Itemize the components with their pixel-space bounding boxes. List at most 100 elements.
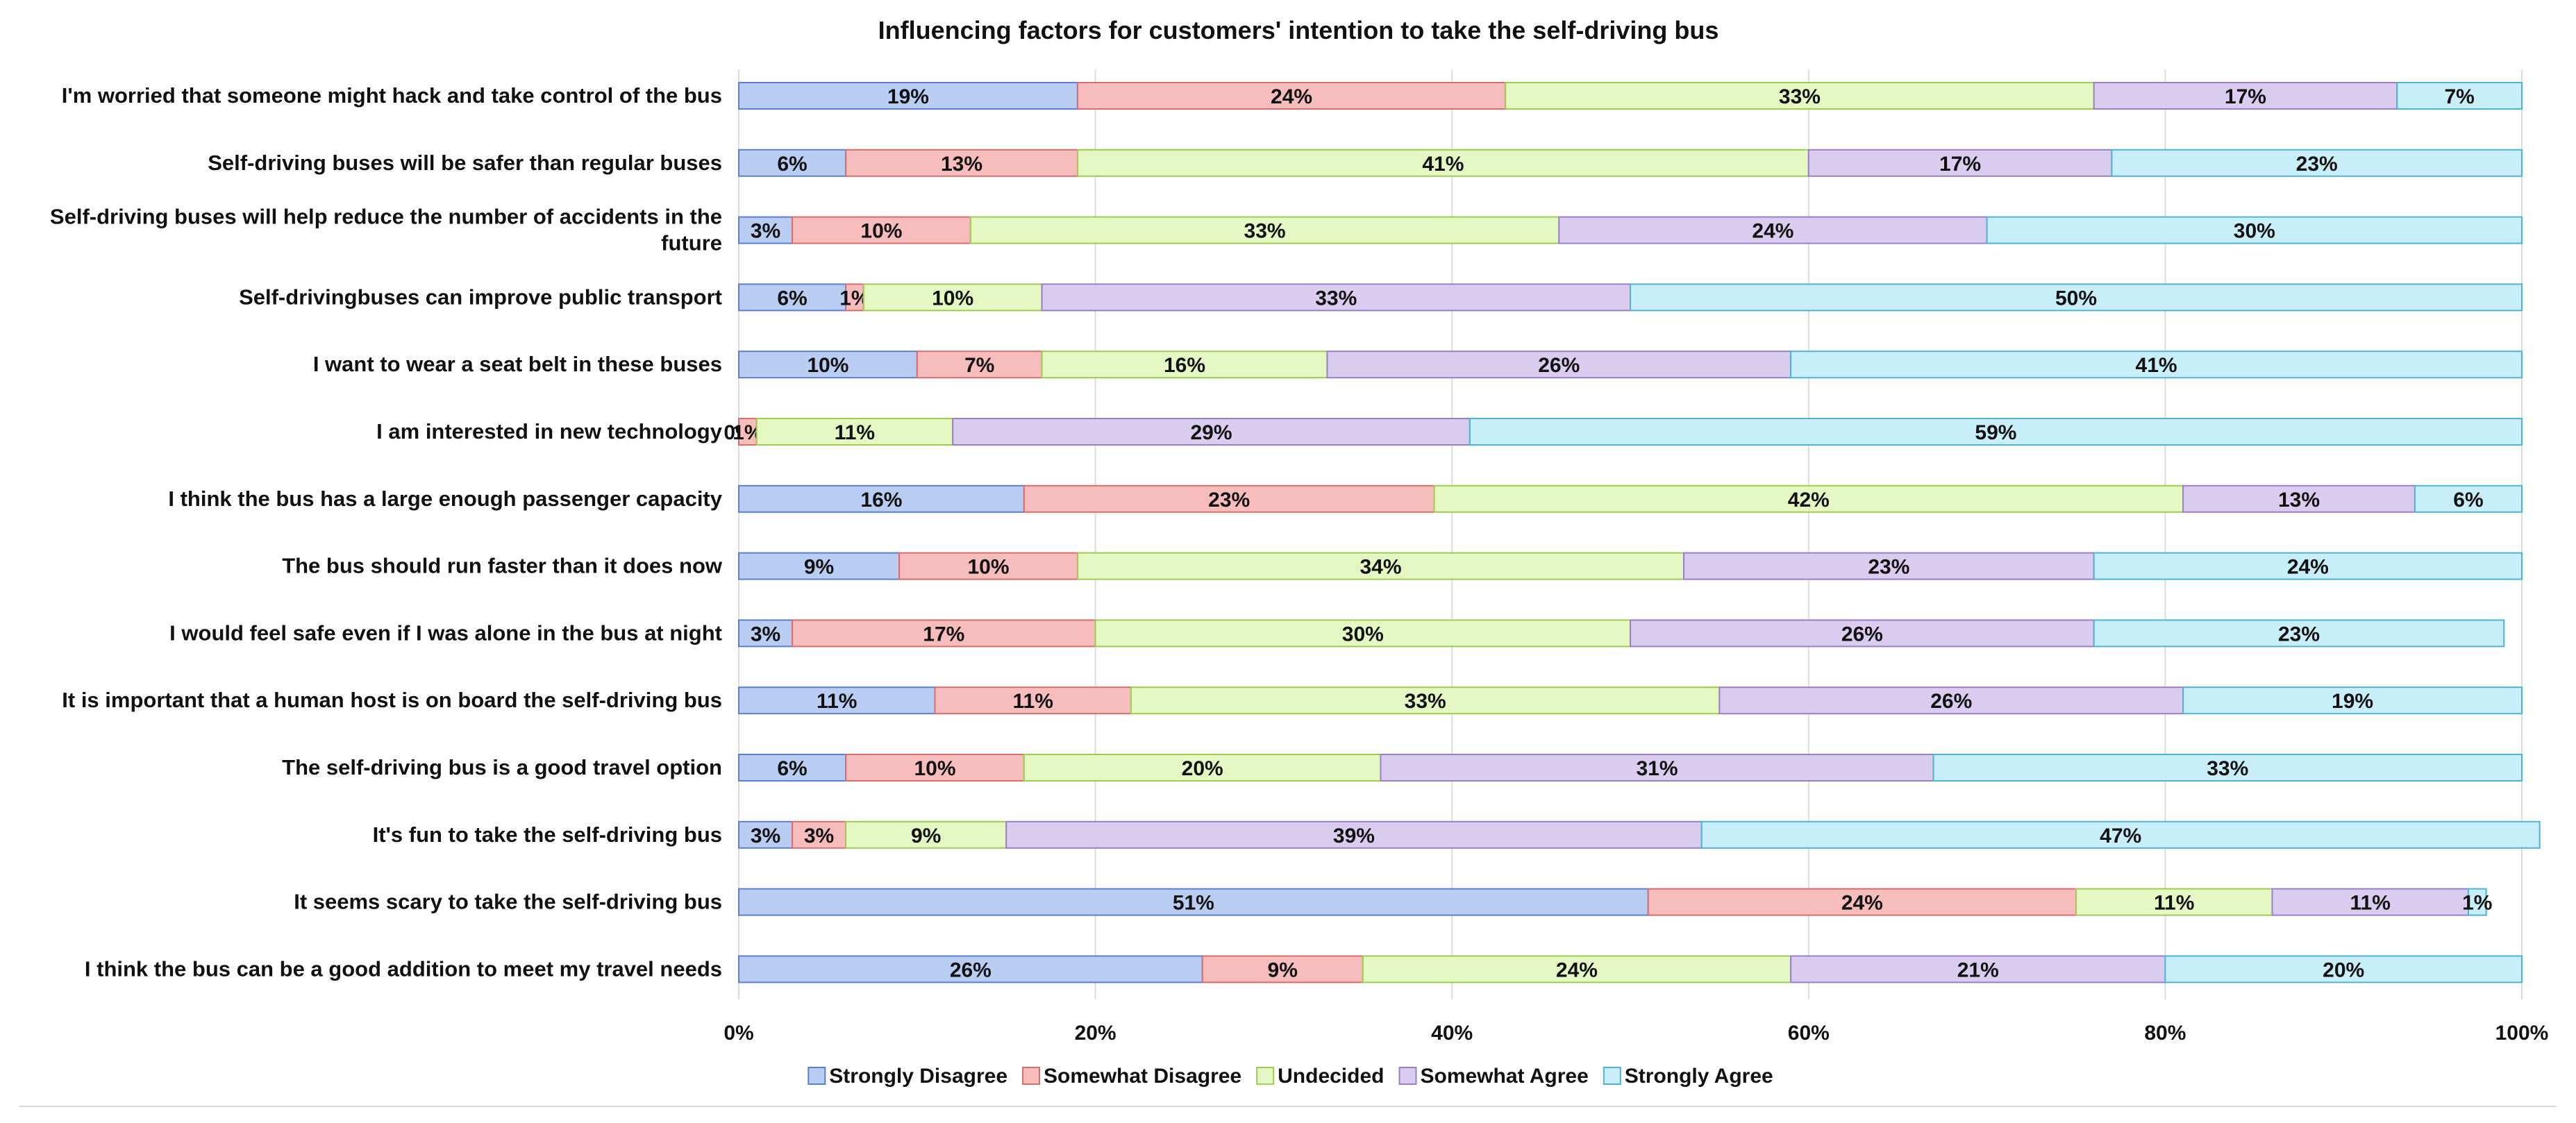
- data-label: 23%: [2296, 153, 2338, 176]
- data-label: 13%: [941, 153, 982, 176]
- bars: 19% 24% 33% 17% 7% 6% 13% 41% 17% 23% 3% 10% 33% 24% 3…: [724, 82, 2541, 983]
- category-label: The self-driving bus is a good travel op…: [282, 755, 722, 779]
- data-label: 3%: [751, 825, 780, 847]
- category-label: The bus should run faster than it does n…: [282, 554, 723, 578]
- data-label: 17%: [2225, 85, 2266, 108]
- data-label: 10%: [860, 220, 902, 243]
- data-label: 10%: [807, 354, 848, 377]
- data-label: 3%: [751, 220, 780, 243]
- bar-segment: [738, 888, 1649, 916]
- bar-segment: [2414, 484, 2523, 513]
- bar-segment: [898, 552, 1078, 580]
- x-tick-label: 100%: [2495, 1022, 2549, 1045]
- data-label: 30%: [1342, 623, 1384, 645]
- data-label: 50%: [2055, 287, 2097, 310]
- data-label: 26%: [1841, 623, 1883, 645]
- bar-segment: [738, 955, 1203, 983]
- data-label: 11%: [817, 690, 857, 713]
- bar-segment: [2396, 82, 2523, 110]
- data-label: 10%: [967, 556, 1009, 579]
- data-label: 20%: [1182, 757, 1223, 780]
- data-label: 19%: [2332, 690, 2373, 713]
- bar-segment: [738, 351, 918, 379]
- bar-segment: [738, 149, 847, 177]
- data-label: 19%: [887, 85, 929, 108]
- bar-segment: [2467, 888, 2487, 916]
- bar-segment: [1023, 754, 1382, 782]
- data-label: 17%: [923, 623, 964, 645]
- bar-segment: [738, 754, 847, 782]
- category-label: It is important that a human host is on …: [62, 688, 722, 712]
- bar-segment: [2271, 888, 2469, 916]
- data-label: 23%: [1868, 556, 1909, 579]
- bar-segment: [1630, 619, 2095, 648]
- data-label: 51%: [1173, 892, 1214, 915]
- data-label: 6%: [777, 757, 807, 780]
- data-label: 21%: [1957, 959, 1999, 981]
- bar-segment: [845, 754, 1025, 782]
- bar-segment: [1094, 619, 1631, 648]
- data-label: 24%: [1556, 959, 1598, 981]
- data-label: 59%: [1975, 421, 2016, 444]
- bar-segment: [2093, 552, 2523, 580]
- data-label: 6%: [2453, 489, 2483, 512]
- x-tick-label: 40%: [1431, 1022, 1473, 1045]
- data-label: 11%: [2350, 892, 2391, 915]
- bar-segment: [1380, 754, 1934, 782]
- bar-segment: [1790, 955, 2166, 983]
- bar-segment: [738, 686, 936, 715]
- data-label: 16%: [1164, 354, 1205, 377]
- category-label: Self-driving buses will be safer than re…: [208, 151, 722, 175]
- data-label: 13%: [2278, 489, 2320, 512]
- chart-title: Influencing factors for customers' inten…: [878, 16, 1719, 44]
- category-label: It seems scary to take the self-driving …: [294, 890, 722, 914]
- bar-segment: [845, 820, 1007, 849]
- data-label: 24%: [2287, 556, 2329, 579]
- data-label: 9%: [1268, 959, 1298, 981]
- bar-segment: [738, 216, 794, 244]
- bar-segment: [1718, 686, 2184, 715]
- bar-segment: [738, 484, 1025, 513]
- x-tick-label: 80%: [2144, 1022, 2186, 1045]
- data-label: 3%: [804, 825, 834, 847]
- category-label: I think the bus can be a good addition t…: [85, 956, 722, 981]
- data-label: 24%: [1841, 892, 1883, 915]
- x-tick-label: 20%: [1075, 1022, 1116, 1045]
- data-label: 20%: [2323, 959, 2364, 981]
- legend-swatch: [1398, 1067, 1417, 1085]
- bar-segment: [738, 418, 758, 446]
- bar-segment: [738, 82, 1078, 110]
- data-label: 39%: [1333, 825, 1375, 847]
- data-label: 41%: [2136, 354, 2177, 377]
- bar-segment: [1932, 754, 2523, 782]
- legend-label: Undecided: [1278, 1065, 1384, 1088]
- bar-segment: [2164, 955, 2523, 983]
- bar-segment: [2093, 619, 2505, 648]
- category-label: It's fun to take the self-driving bus: [373, 822, 722, 847]
- bar-segment: [738, 820, 794, 849]
- data-label: 33%: [1405, 690, 1446, 713]
- bar-segment: [1807, 149, 2113, 177]
- bar-segment: [1683, 552, 2095, 580]
- data-label: 47%: [2100, 825, 2141, 847]
- bar-segment: [862, 283, 1043, 312]
- category-label: Self-drivingbuses can improve public tra…: [239, 285, 722, 309]
- data-label: 33%: [1779, 85, 1821, 108]
- bar-segment: [845, 149, 1078, 177]
- bar-segment: [1076, 552, 1685, 580]
- data-label: 33%: [2207, 757, 2248, 780]
- bar-segment: [1630, 283, 2523, 312]
- bar-segment: [792, 820, 847, 849]
- data-label: 33%: [1244, 220, 1286, 243]
- bar-segment: [1790, 351, 2523, 379]
- data-label: 26%: [1538, 354, 1580, 377]
- data-label: 33%: [1315, 287, 1357, 310]
- bar-segment: [1005, 820, 1703, 849]
- data-label: 24%: [1752, 220, 1793, 243]
- data-label: 26%: [950, 959, 992, 981]
- data-label: 23%: [2278, 623, 2320, 645]
- data-label: 24%: [1271, 85, 1312, 108]
- category-labels: I'm worried that someone might hack and …: [50, 83, 723, 981]
- x-tick-label: 60%: [1788, 1022, 1830, 1045]
- legend-label: Somewhat Agree: [1420, 1065, 1588, 1088]
